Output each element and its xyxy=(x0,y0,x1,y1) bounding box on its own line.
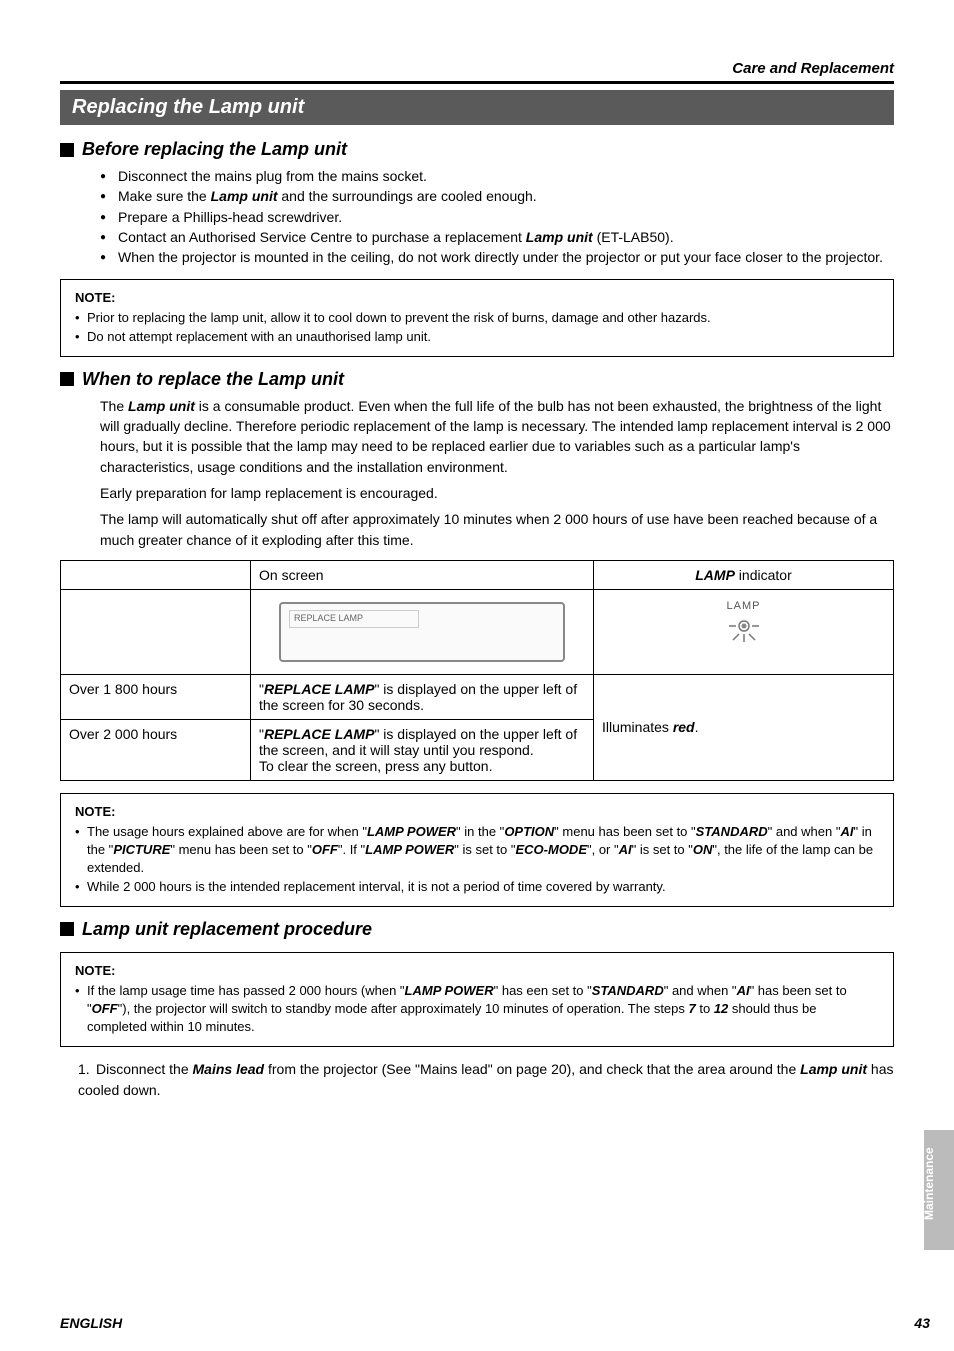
note-box-1: NOTE: Prior to replacing the lamp unit, … xyxy=(60,279,894,356)
row-2000-desc: "REPLACE LAMP" is displayed on the upper… xyxy=(251,719,594,780)
square-bullet-icon xyxy=(60,372,74,386)
side-tab-label: Maintenance xyxy=(922,1100,936,1220)
row-1800-desc: "REPLACE LAMP" is displayed on the upper… xyxy=(251,674,594,719)
table-screen-cell: REPLACE LAMP xyxy=(251,589,594,674)
table-header-blank xyxy=(61,560,251,589)
subheading-when-to-replace: When to replace the Lamp unit xyxy=(60,369,894,390)
subheading-before-replacing: Before replacing the Lamp unit xyxy=(60,139,894,160)
step-text: Disconnect the Mains lead from the proje… xyxy=(78,1061,894,1097)
note-item: If the lamp usage time has passed 2 000 … xyxy=(75,982,879,1037)
sub2-para3: The lamp will automatically shut off aft… xyxy=(100,509,894,550)
note-label: NOTE: xyxy=(75,963,879,978)
lamp-table: On screen LAMP indicator REPLACE LAMP LA… xyxy=(60,560,894,781)
sub2-para1: The Lamp unit is a consumable product. E… xyxy=(100,396,894,477)
square-bullet-icon xyxy=(60,922,74,936)
screen-mockup: REPLACE LAMP xyxy=(279,602,565,662)
note-item: The usage hours explained above are for … xyxy=(75,823,879,878)
step-number: 1. xyxy=(78,1059,96,1079)
note-item: Prior to replacing the lamp unit, allow … xyxy=(75,309,879,327)
bullet-item: Contact an Authorised Service Centre to … xyxy=(100,227,894,247)
lamp-icon-cell: LAMP xyxy=(594,589,894,674)
note-box-2: NOTE: The usage hours explained above ar… xyxy=(60,793,894,907)
page-number: 43 xyxy=(914,1315,930,1331)
sub1-title: Before replacing the Lamp unit xyxy=(82,139,347,160)
step-1: 1.Disconnect the Mains lead from the pro… xyxy=(78,1059,894,1100)
sub3-title: Lamp unit replacement procedure xyxy=(82,919,372,940)
table-header-lamp: LAMP indicator xyxy=(594,560,894,589)
top-rule xyxy=(60,81,894,84)
note-item: While 2 000 hours is the intended replac… xyxy=(75,878,879,896)
bullet-item: When the projector is mounted in the cei… xyxy=(100,247,894,267)
square-bullet-icon xyxy=(60,143,74,157)
note-label: NOTE: xyxy=(75,804,879,819)
table-blank-cell xyxy=(61,589,251,674)
bullet-item: Make sure the Lamp unit and the surround… xyxy=(100,186,894,206)
side-tab: Maintenance xyxy=(924,1130,954,1250)
section-title: Replacing the Lamp unit xyxy=(60,90,894,125)
table-header-onscreen: On screen xyxy=(251,560,594,589)
sub2-title: When to replace the Lamp unit xyxy=(82,369,344,390)
lamp-indicator-icon: LAMP xyxy=(719,600,769,648)
bullet-item: Prepare a Phillips-head screwdriver. xyxy=(100,207,894,227)
note-box-3: NOTE: If the lamp usage time has passed … xyxy=(60,952,894,1048)
subheading-procedure: Lamp unit replacement procedure xyxy=(60,919,894,940)
header-right: Care and Replacement xyxy=(732,60,894,77)
row-illuminates: Illuminates red. xyxy=(594,674,894,780)
note-label: NOTE: xyxy=(75,290,879,305)
lamp-label: LAMP xyxy=(719,600,769,612)
screen-inner-text: REPLACE LAMP xyxy=(289,610,419,628)
row-2000: Over 2 000 hours xyxy=(61,719,251,780)
sub2-para2: Early preparation for lamp replacement i… xyxy=(100,483,894,503)
page-lang: ENGLISH xyxy=(60,1315,122,1331)
note-item: Do not attempt replacement with an unaut… xyxy=(75,328,879,346)
bullet-item: Disconnect the mains plug from the mains… xyxy=(100,166,894,186)
sub1-bullets: Disconnect the mains plug from the mains… xyxy=(100,166,894,267)
row-1800: Over 1 800 hours xyxy=(61,674,251,719)
